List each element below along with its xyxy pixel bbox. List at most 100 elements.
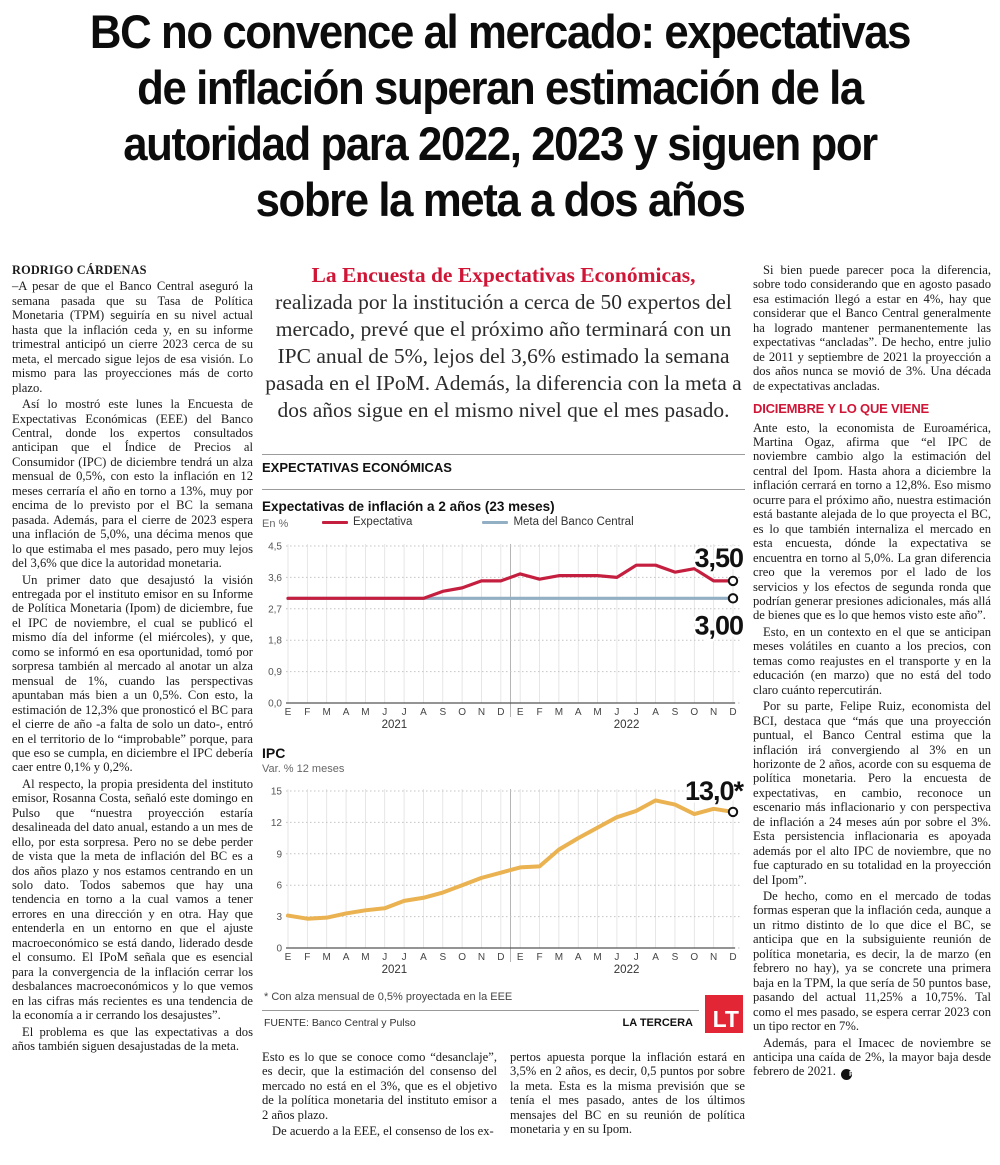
svg-text:N: N <box>710 707 717 718</box>
headline-line: de inflación superan estimación de la <box>137 61 864 114</box>
svg-text:D: D <box>729 707 736 718</box>
legend-item-meta: Meta del Banco Central <box>482 516 634 528</box>
paragraph: Ante esto, la economista de Euroamérica,… <box>753 420 991 623</box>
bottom-columns: Esto es lo que se conoce como “desanclaj… <box>262 1050 745 1141</box>
svg-text:S: S <box>672 707 679 718</box>
paragraph-text: Además, para el Imacec de noviembre se a… <box>753 1035 991 1079</box>
svg-text:D: D <box>729 952 736 963</box>
svg-text:A: A <box>652 707 659 718</box>
svg-text:2022: 2022 <box>614 964 640 976</box>
svg-text:O: O <box>690 707 698 718</box>
paragraph: Por su parte, Felipe Ruiz, economista de… <box>753 699 991 887</box>
svg-text:N: N <box>478 952 485 963</box>
svg-text:M: M <box>593 952 601 963</box>
svg-text:F: F <box>536 707 542 718</box>
svg-text:J: J <box>614 952 619 963</box>
svg-text:E: E <box>517 707 524 718</box>
paragraph: De acuerdo a la EEE, el consenso de los … <box>272 1124 494 1139</box>
svg-text:2,7: 2,7 <box>268 604 282 615</box>
middle-column: La Encuesta de Expectativas Económicas, … <box>262 262 748 1165</box>
svg-text:O: O <box>458 952 466 963</box>
chart1-legend: Expectativa Meta del Banco Central <box>322 516 745 528</box>
svg-text:M: M <box>361 707 369 718</box>
paragraph: Un primer dato que desajustó la visión e… <box>12 572 253 775</box>
svg-text:E: E <box>285 707 292 718</box>
svg-text:F: F <box>304 707 310 718</box>
svg-text:3,6: 3,6 <box>268 573 282 584</box>
svg-text:M: M <box>593 707 601 718</box>
svg-text:A: A <box>343 707 350 718</box>
svg-text:6: 6 <box>276 881 282 892</box>
svg-text:E: E <box>285 952 292 963</box>
left-column: RODRIGO CÁRDENAS –A pesar de que el Banc… <box>12 263 253 1055</box>
chart-footnote: * Con alza mensual de 0,5% proyectada en… <box>264 991 513 1003</box>
legend-item-expectativa: Expectativa <box>322 516 412 528</box>
svg-text:0,9: 0,9 <box>268 667 282 678</box>
svg-text:S: S <box>672 952 679 963</box>
svg-text:M: M <box>361 952 369 963</box>
svg-text:O: O <box>458 707 466 718</box>
right-column: Si bien puede parecer poca la diferencia… <box>753 263 991 1082</box>
svg-text:A: A <box>575 707 582 718</box>
legend-label: Expectativa <box>353 516 413 528</box>
paragraph: Si bien puede parecer poca la diferencia… <box>753 263 991 393</box>
paragraph: Además, para el Imacec de noviembre se a… <box>753 1036 991 1081</box>
chart1-unit-label: En % <box>262 518 289 530</box>
svg-text:S: S <box>439 952 446 963</box>
chart2-unit-label: Var. % 12 meses <box>262 763 345 775</box>
svg-text:N: N <box>478 707 485 718</box>
byline: RODRIGO CÁRDENAS <box>12 263 147 277</box>
svg-text:1,8: 1,8 <box>268 636 282 647</box>
svg-text:N: N <box>710 952 717 963</box>
svg-text:J: J <box>634 952 639 963</box>
svg-text:D: D <box>497 952 504 963</box>
svg-text:J: J <box>382 707 387 718</box>
la-tercera-logo: LT <box>705 995 743 1033</box>
brand-name: LA TERCERA <box>622 1017 693 1029</box>
headline-line: BC no convence al mercado: expectativas <box>89 5 912 58</box>
divider <box>262 454 745 455</box>
chart-source: FUENTE: Banco Central y Pulso <box>264 1017 416 1029</box>
svg-text:M: M <box>323 707 331 718</box>
svg-text:2022: 2022 <box>614 719 640 731</box>
chart1-title: Expectativas de inflación a 2 años (23 m… <box>262 499 555 514</box>
paragraph: Así lo mostró este lunes la Encuesta de … <box>12 397 253 571</box>
svg-text:A: A <box>420 952 427 963</box>
bottom-left-column: Esto es lo que se conoce como “desanclaj… <box>262 1050 497 1141</box>
legend-label: Meta del Banco Central <box>513 516 634 528</box>
divider <box>262 1010 699 1011</box>
headline: BC no convence al mercado: expectativas … <box>0 4 1000 228</box>
divider <box>262 489 745 490</box>
infographic-section-title: EXPECTATIVAS ECONÓMICAS <box>262 460 452 475</box>
svg-text:M: M <box>555 952 563 963</box>
expectativa-line-swatch <box>322 520 348 524</box>
paragraph: Esto es lo que se conoce como “desanclaj… <box>262 1050 497 1122</box>
paragraph: Al respecto, la propia presidenta del in… <box>12 776 253 1023</box>
svg-text:J: J <box>402 952 407 963</box>
paragraph: –A pesar de que el Banco Central aseguró… <box>12 279 253 395</box>
meta-line-swatch <box>482 520 509 524</box>
svg-text:M: M <box>323 952 331 963</box>
svg-text:3,00: 3,00 <box>694 610 743 640</box>
svg-text:9: 9 <box>276 849 282 860</box>
svg-text:O: O <box>690 952 698 963</box>
pull-quote: La Encuesta de Expectativas Económicas, … <box>262 262 745 424</box>
pull-quote-body: realizada por la institución a cerca de … <box>265 290 742 422</box>
svg-text:4,5: 4,5 <box>268 542 282 553</box>
headline-line: sobre la meta a dos años <box>255 173 746 226</box>
section-subhead: DICIEMBRE Y LO QUE VIENE <box>753 401 930 417</box>
svg-text:A: A <box>575 952 582 963</box>
svg-text:13,0*: 13,0* <box>685 776 745 806</box>
svg-text:0: 0 <box>276 944 282 955</box>
svg-text:A: A <box>420 707 427 718</box>
paragraph: De hecho, como en el mercado de todas fo… <box>753 889 991 1034</box>
svg-text:2021: 2021 <box>382 964 408 976</box>
svg-text:J: J <box>402 707 407 718</box>
end-of-article-icon: P <box>841 1069 854 1081</box>
svg-text:F: F <box>304 952 310 963</box>
expectations-chart: 0,00,91,82,73,64,5 3,503,00E F M A M J J A S O N D E F… <box>268 540 746 731</box>
paragraph: Esto, en un contexto en el que se antici… <box>753 624 991 697</box>
bottom-right-column: pertos apuesta porque la inflación estar… <box>510 1050 745 1141</box>
